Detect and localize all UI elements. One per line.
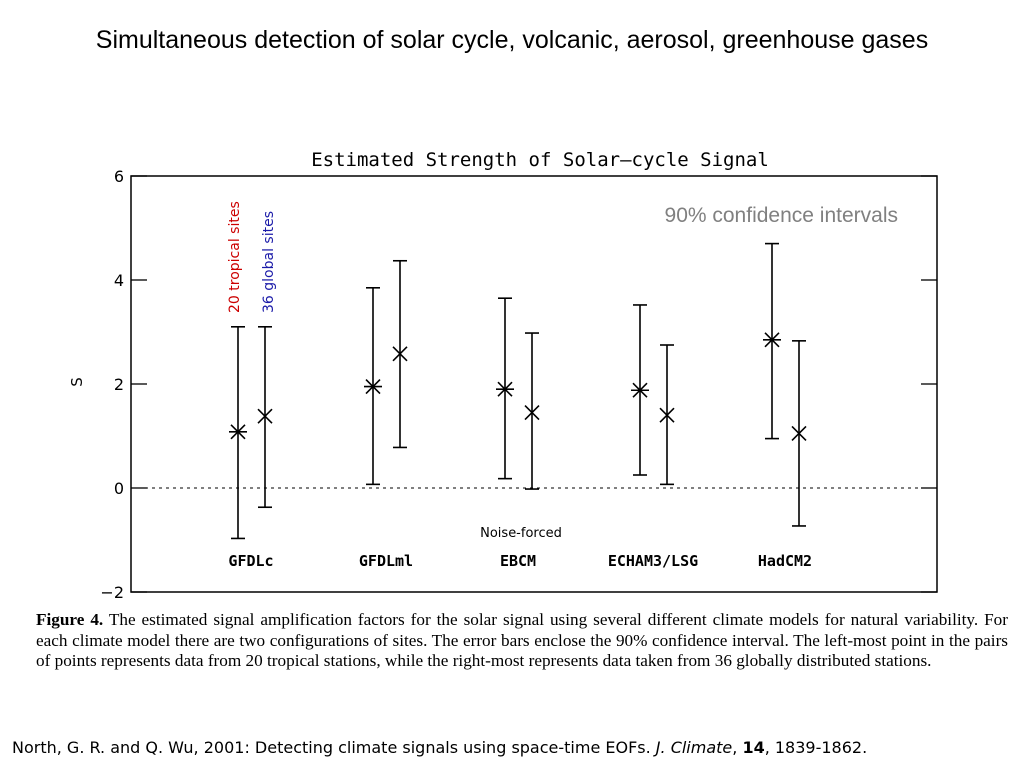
error-bar-group <box>791 340 807 527</box>
error-bar-group <box>659 344 675 486</box>
tropical-sites-label: 20 tropical sites <box>227 201 243 313</box>
y-tick-label: −2 <box>100 583 124 600</box>
y-tick-label: 4 <box>114 271 124 290</box>
category-label: ECHAM3/LSG <box>608 552 698 570</box>
global-sites-label: 36 global sites <box>261 211 277 313</box>
caption-label: Figure 4. <box>36 610 104 629</box>
citation-sep: , <box>732 738 743 757</box>
noise-forced-label: Noise-forced <box>480 526 562 541</box>
error-bar-group <box>496 297 514 480</box>
confidence-annotation: 90% confidence intervals <box>665 204 898 227</box>
error-bar-group <box>229 325 247 540</box>
error-bar-group <box>392 259 408 449</box>
category-label: EBCM <box>500 552 536 570</box>
y-tick-label: 6 <box>114 167 124 186</box>
citation-journal: J. Climate <box>655 738 733 757</box>
citation-pages: , 1839-1862. <box>764 738 868 757</box>
citation-authors: North, G. R. and Q. Wu, 2001: Detecting … <box>12 738 656 757</box>
chart-title: Estimated Strength of Solar—cycle Signal <box>311 149 769 171</box>
error-bar-group <box>524 332 540 490</box>
error-bar-group <box>763 242 781 440</box>
citation-volume: 14 <box>742 738 765 757</box>
y-tick-label: 0 <box>114 479 124 498</box>
point-marker <box>524 405 540 421</box>
slide-title: Simultaneous detection of solar cycle, v… <box>95 26 929 54</box>
category-label: GFDLml <box>359 552 413 570</box>
data-marks <box>229 242 807 540</box>
category-label: HadCM2 <box>758 552 812 570</box>
error-bar-group <box>257 325 273 509</box>
error-bar-group <box>631 304 649 476</box>
caption-text: The estimated signal amplification facto… <box>36 610 1008 670</box>
point-marker <box>659 407 675 423</box>
point-marker <box>392 346 408 362</box>
point-marker <box>257 408 273 424</box>
y-tick-label: 2 <box>114 375 124 394</box>
citation: North, G. R. and Q. Wu, 2001: Detecting … <box>12 738 1016 757</box>
y-axis: −2 0 2 4 6 <box>100 167 937 600</box>
figure-caption: Figure 4. The estimated signal amplifica… <box>36 610 1008 672</box>
category-label: GFDLc <box>228 552 273 570</box>
y-axis-label: S <box>68 377 86 387</box>
error-bar-group <box>364 286 382 486</box>
point-marker <box>791 425 807 441</box>
solar-signal-chart: Estimated Strength of Solar—cycle Signal… <box>68 149 938 600</box>
category-labels: GFDLc GFDLml EBCM ECHAM3/LSG HadCM2 <box>228 552 812 570</box>
